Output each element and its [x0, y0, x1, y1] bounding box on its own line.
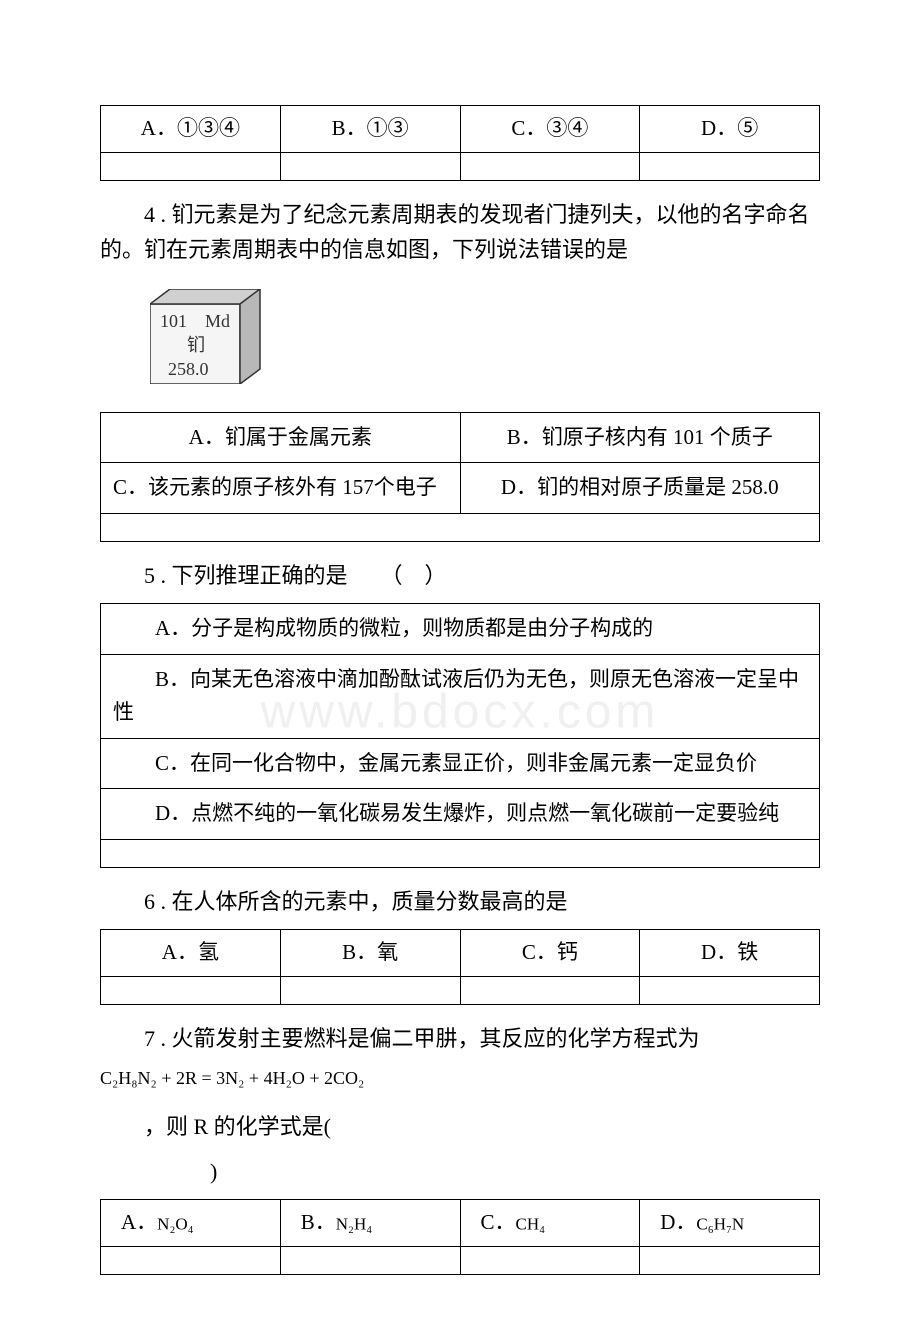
option-d: D．⑤ — [640, 106, 820, 153]
table-row-empty — [101, 152, 820, 180]
empty-cell — [280, 152, 460, 180]
option-d: D．C₆H₇N — [640, 1200, 820, 1247]
q4-options-table: A．钔属于金属元素 B．钔原子核内有 101 个质子 C．该元素的原子核外有 1… — [100, 412, 820, 542]
table-row: A．分子是构成物质的微粒，则物质都是由分子构成的 — [101, 603, 820, 654]
option-a: A．氢 — [101, 930, 281, 977]
empty-cell — [460, 152, 640, 180]
q7-text1: 7 . 火箭发射主要燃料是偏二甲肼，其反应的化学方程式为 — [100, 1021, 820, 1056]
q3-options-table: A．①③④ B．①③ C．③④ D．⑤ — [100, 105, 820, 181]
empty-cell — [101, 152, 281, 180]
table-row: B．向某无色溶液中滴加酚酞试液后仍为无色，则原无色溶液一定呈中性 — [101, 654, 820, 738]
element-cube-icon: 101 Md 钔 258.0 — [150, 289, 280, 384]
q7-text2: ，则 R 的化学式是( — [100, 1109, 820, 1144]
element-name: 钔 — [187, 335, 205, 355]
option-b: B．向某无色溶液中滴加酚酞试液后仍为无色，则原无色溶液一定呈中性 — [101, 654, 820, 738]
table-row-empty — [101, 1246, 820, 1274]
option-d: D．点燃不纯的一氧化碳易发生爆炸，则点燃一氧化碳前一定要验纯 — [101, 789, 820, 840]
table-row: A．N₂O₄ B．N₂H₄ C．CH₄ D．C₆H₇N — [101, 1200, 820, 1247]
q6-text: 6 . 在人体所含的元素中，质量分数最高的是 — [100, 884, 820, 919]
q4-text: 4 . 钔元素是为了纪念元素周期表的发现者门捷列夫，以他的名字命名的。钔在元素周… — [100, 197, 820, 267]
option-a: A．N₂O₄ — [101, 1200, 281, 1247]
table-row-empty — [101, 513, 820, 541]
q6-options-table: A．氢 B．氧 C．钙 D．铁 — [100, 929, 820, 1005]
q7-formula: C₂H₈N₂ + 2R = 3N₂ + 4H₂O + 2CO₂ — [100, 1064, 820, 1093]
option-c: C．钙 — [460, 930, 640, 977]
empty-cell — [101, 513, 820, 541]
option-c: C．③④ — [460, 106, 640, 153]
empty-cell — [101, 1246, 281, 1274]
element-symbol: Md — [205, 311, 230, 331]
option-c: C．在同一化合物中，金属元素显正价，则非金属元素一定显负价 — [101, 738, 820, 789]
option-b: B．钔原子核内有 101 个质子 — [460, 412, 820, 463]
table-row: A．钔属于金属元素 B．钔原子核内有 101 个质子 — [101, 412, 820, 463]
element-box: 101 Md 钔 258.0 — [150, 289, 280, 384]
option-b: B．N₂H₄ — [280, 1200, 460, 1247]
option-a: A．钔属于金属元素 — [101, 412, 461, 463]
option-d: D．钔的相对原子质量是 258.0 — [460, 463, 820, 514]
option-c: C．该元素的原子核外有 157个电子 — [101, 463, 461, 514]
q5-options-table: A．分子是构成物质的微粒，则物质都是由分子构成的 B．向某无色溶液中滴加酚酞试液… — [100, 603, 820, 868]
empty-cell — [280, 1246, 460, 1274]
empty-cell — [101, 976, 281, 1004]
option-a: A．①③④ — [101, 106, 281, 153]
q7-options-table: A．N₂O₄ B．N₂H₄ C．CH₄ D．C₆H₇N — [100, 1199, 820, 1275]
q5-text: 5 . 下列推理正确的是 （ ） — [100, 558, 820, 593]
table-row: C．该元素的原子核外有 157个电子 D．钔的相对原子质量是 258.0 — [101, 463, 820, 514]
option-d: D．铁 — [640, 930, 820, 977]
option-c: C．CH₄ — [460, 1200, 640, 1247]
table-row-empty — [101, 839, 820, 867]
element-number: 101 — [160, 311, 187, 331]
empty-cell — [640, 1246, 820, 1274]
table-row: C．在同一化合物中，金属元素显正价，则非金属元素一定显负价 — [101, 738, 820, 789]
option-b: B．①③ — [280, 106, 460, 153]
empty-cell — [460, 1246, 640, 1274]
empty-cell — [101, 839, 820, 867]
option-b: B．氧 — [280, 930, 460, 977]
table-row: D．点燃不纯的一氧化碳易发生爆炸，则点燃一氧化碳前一定要验纯 — [101, 789, 820, 840]
empty-cell — [460, 976, 640, 1004]
table-row: A．氢 B．氧 C．钙 D．铁 — [101, 930, 820, 977]
empty-cell — [640, 152, 820, 180]
empty-cell — [280, 976, 460, 1004]
element-mass: 258.0 — [168, 359, 209, 379]
table-row: A．①③④ B．①③ C．③④ D．⑤ — [101, 106, 820, 153]
table-row-empty — [101, 976, 820, 1004]
option-a: A．分子是构成物质的微粒，则物质都是由分子构成的 — [101, 603, 820, 654]
empty-cell — [640, 976, 820, 1004]
q7-text3: ) — [100, 1154, 820, 1189]
